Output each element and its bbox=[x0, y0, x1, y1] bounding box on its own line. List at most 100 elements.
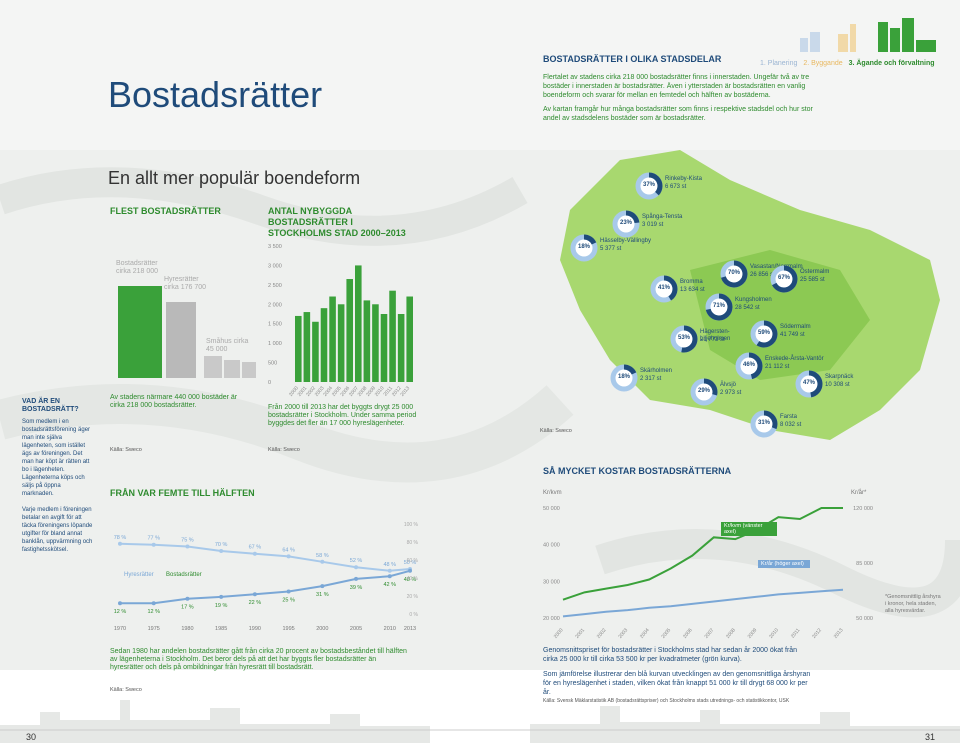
x-tick-label: 2001 bbox=[297, 385, 309, 398]
district-pct: 18% bbox=[617, 374, 630, 380]
district-pct: 23% bbox=[619, 220, 632, 226]
donut-icon bbox=[735, 352, 763, 380]
x-tick-label: 2000 bbox=[553, 627, 565, 640]
district-count: 13 634 st bbox=[680, 287, 705, 293]
x-tick-label: 2008 bbox=[357, 385, 369, 398]
data-label: 48 % bbox=[404, 577, 417, 583]
data-point bbox=[151, 542, 156, 547]
district-marker[interactable]: 70% Vasastan/Norrmalm 26 856 st bbox=[720, 260, 803, 293]
section-title: En allt mer populär boendeform bbox=[108, 168, 361, 188]
label-smahus: Småhus cirka 45 000 bbox=[206, 338, 249, 353]
legend-bostadsratter: Bostadsrätter bbox=[166, 572, 202, 578]
y-tick-label: 0 % bbox=[409, 612, 418, 618]
district-marker[interactable]: 18% Hässelby-Vällingby 5 377 st bbox=[570, 234, 651, 267]
kostar-source: Källa: Svensk Mäklarstatistik AB (bostad… bbox=[543, 698, 790, 704]
x-tick-label: 2010 bbox=[768, 627, 780, 640]
district-marker[interactable]: 59% Södermalm 41 749 st bbox=[750, 320, 811, 353]
district-marker[interactable]: 18% Skärholmen 2 317 st bbox=[610, 364, 672, 397]
left-tick-label: 50 000 bbox=[543, 506, 560, 512]
page-number-left: 30 bbox=[26, 732, 37, 742]
intro-heading: BOSTADSRÄTTER I OLIKA STADSDELAR bbox=[543, 54, 722, 64]
district-marker[interactable]: 23% Spånga-Tensta 3 019 st bbox=[612, 210, 682, 243]
y-tick-label: 0 bbox=[268, 380, 271, 386]
donut-icon bbox=[705, 293, 733, 321]
flest-source: Källa: Sweco bbox=[110, 447, 142, 453]
bar bbox=[303, 312, 311, 382]
district-pct: 70% bbox=[727, 270, 740, 276]
nav-planering[interactable]: 1. Planering bbox=[760, 60, 798, 67]
sidebar-para1: Som medlem i en bostadsrättsförening äge… bbox=[22, 419, 91, 497]
buildings-illustration bbox=[118, 286, 256, 378]
x-tick-label: 2003 bbox=[314, 385, 326, 398]
donut-icon bbox=[750, 320, 778, 348]
data-point bbox=[286, 589, 291, 594]
district-name: Älvsjö bbox=[720, 382, 737, 388]
data-label: 25 % bbox=[282, 598, 295, 604]
x-tick-label: 1970 bbox=[114, 626, 126, 632]
district-marker[interactable]: 31% Farsta 8 032 st bbox=[750, 410, 801, 443]
nav-byggande[interactable]: 2. Byggande bbox=[803, 60, 843, 67]
top-nav: 1. Planering 2. Byggande 3. Ägande och f… bbox=[760, 10, 950, 80]
price-line-kvm bbox=[562, 507, 843, 601]
x-tick-label: 2006 bbox=[682, 627, 694, 640]
data-label: 31 % bbox=[316, 592, 329, 598]
district-name: Skarpnäck bbox=[825, 374, 854, 380]
nav-agande[interactable]: 3. Ägande och förvaltning bbox=[848, 60, 935, 67]
bar bbox=[389, 290, 396, 382]
district-marker[interactable]: 37% Rinkeby-Kista 6 673 st bbox=[635, 172, 702, 205]
district-name: Östermalm bbox=[800, 269, 830, 275]
y-tick-label: 80 % bbox=[407, 540, 419, 546]
district-name: Skärholmen bbox=[640, 368, 673, 374]
flest-caption: Av stadens närmare 440 000 bostäder är c… bbox=[110, 394, 238, 409]
data-point bbox=[118, 541, 122, 546]
data-point bbox=[185, 596, 190, 601]
right-tick-label: 120 000 bbox=[853, 506, 873, 512]
x-tick-label: 2009 bbox=[365, 385, 377, 398]
left-tick-label: 40 000 bbox=[543, 543, 560, 549]
district-pct: 29% bbox=[697, 388, 710, 394]
sidebar-para2: Varje medlem i föreningen betalar en avg… bbox=[22, 507, 93, 553]
intro-para1: Flertalet av stadens cirka 218 000 bosta… bbox=[543, 74, 810, 99]
district-pct: 53% bbox=[677, 335, 690, 341]
district-marker[interactable]: 29% Älvsjö 2 973 st bbox=[690, 378, 741, 411]
district-count: 5 377 st bbox=[600, 246, 622, 252]
x-tick-label: 2001 bbox=[574, 627, 586, 640]
district-name: Bromma bbox=[680, 279, 703, 285]
x-tick-label: 1995 bbox=[282, 626, 294, 632]
right-tick-label: 85 000 bbox=[856, 561, 873, 567]
kostar-left-unit: Kr/kvm bbox=[543, 490, 562, 496]
x-tick-label: 2000 bbox=[288, 385, 300, 398]
kostar-section: SÅ MYCKET KOSTAR BOSTADSRÄTTERNA Kr/kvm … bbox=[543, 466, 943, 706]
data-label: 67 % bbox=[249, 545, 262, 551]
district-marker[interactable]: 47% Skarpnäck 10 308 st bbox=[795, 370, 853, 403]
data-label: 58 % bbox=[316, 553, 329, 559]
x-tick-label: 2002 bbox=[596, 627, 608, 640]
district-marker[interactable]: 46% Enskede-Årsta-Vantör 21 112 st bbox=[735, 352, 824, 385]
district-marker[interactable]: 67% Östermalm 25 585 st bbox=[770, 265, 829, 298]
district-marker[interactable]: 41% Bromma 13 634 st bbox=[650, 275, 705, 308]
femte-heading: FRÅN VAR FEMTE TILL HÄLFTEN bbox=[110, 488, 255, 498]
district-name: Vasastan/Norrmalm bbox=[750, 264, 803, 270]
donut-icon bbox=[570, 234, 598, 262]
kostar-para1: Genomsnittspriset för bostadsrätter i St… bbox=[543, 647, 798, 663]
x-tick-label: 2004 bbox=[322, 385, 334, 398]
district-marker[interactable]: 53% Hägersten-Liljeholmen 21 773 st bbox=[670, 325, 730, 358]
district-marker[interactable]: 71% Kungsholmen 28 542 st bbox=[705, 293, 772, 326]
bar bbox=[397, 314, 405, 382]
x-tick-label: 2013 bbox=[833, 627, 845, 640]
nybyggda-caption: Från 2000 till 2013 har det byggts drygt… bbox=[268, 404, 417, 427]
district-count: 3 019 st bbox=[642, 222, 664, 228]
data-label: 17 % bbox=[181, 605, 194, 611]
legend-hyresratter: Hyresrätter bbox=[124, 572, 154, 578]
y-tick-label: 60 % bbox=[407, 558, 419, 564]
data-point bbox=[354, 565, 359, 570]
district-count: 2 317 st bbox=[640, 376, 662, 382]
bar bbox=[337, 304, 345, 382]
district-pct: 67% bbox=[777, 275, 790, 281]
x-tick-label: 2000 bbox=[316, 626, 328, 632]
donut-icon bbox=[650, 275, 678, 303]
femte-caption: Sedan 1980 har andelen bostadsrätter gåt… bbox=[110, 648, 407, 671]
label-bostadsratter: Bostadsrätter cirka 218 000 bbox=[116, 260, 159, 275]
y-tick-label: 20 % bbox=[407, 594, 419, 600]
x-tick-label: 2005 bbox=[331, 385, 343, 398]
